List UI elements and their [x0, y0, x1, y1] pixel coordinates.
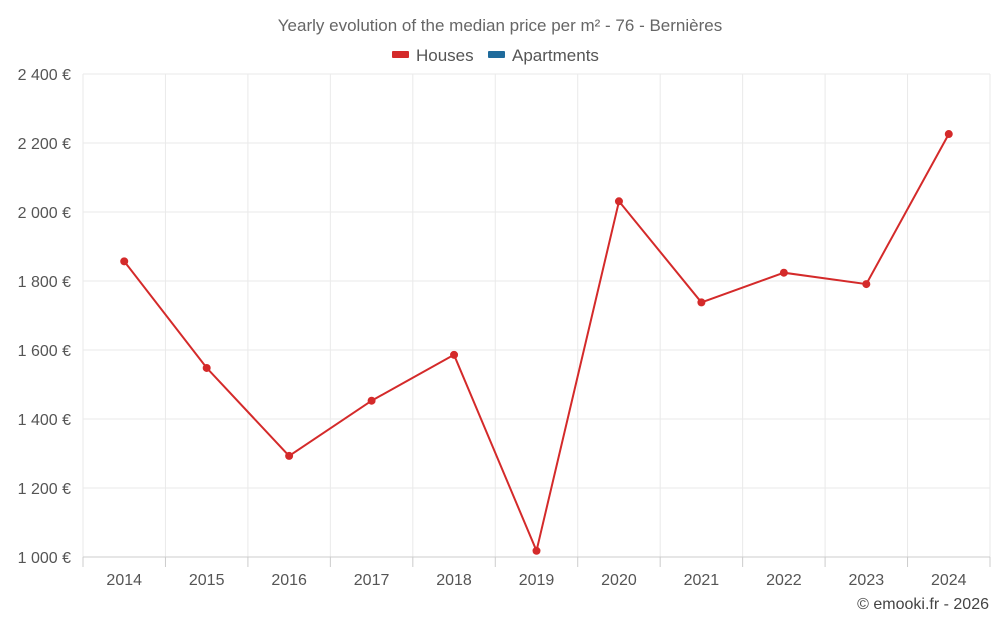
y-tick-label: 1 600 € [18, 343, 71, 360]
x-tick-label: 2023 [849, 572, 885, 589]
y-axis-ticks: 1 000 € 1 200 € 1 400 € 1 600 € 1 800 € 2 000… [18, 67, 71, 567]
data-point-houses[interactable] [202, 363, 211, 372]
data-point-houses[interactable] [779, 268, 788, 277]
y-tick-label: 1 400 € [18, 412, 71, 429]
series-points-houses [120, 130, 953, 555]
x-tick-label: 2022 [766, 572, 802, 589]
x-tick-label: 2019 [519, 572, 555, 589]
data-point-houses[interactable] [614, 197, 623, 206]
x-tick-label: 2020 [601, 572, 637, 589]
legend-swatch-apartments [488, 51, 505, 58]
x-tick-label: 2021 [684, 572, 720, 589]
data-point-houses[interactable] [944, 130, 953, 139]
grid [82, 73, 991, 567]
y-tick-label: 1 200 € [18, 481, 71, 498]
x-tick-label: 2024 [931, 572, 967, 589]
y-tick-label: 2 000 € [18, 205, 71, 222]
data-point-houses[interactable] [532, 546, 541, 555]
legend-label-houses: Houses [416, 46, 474, 65]
chart-title: Yearly evolution of the median price per… [278, 16, 722, 35]
data-point-houses[interactable] [120, 257, 129, 266]
x-tick-label: 2018 [436, 572, 472, 589]
y-tick-label: 2 400 € [18, 67, 71, 84]
legend-swatch-houses [392, 51, 409, 58]
x-axis-ticks: 2014 2015 2016 2017 2018 2019 2020 2021 2022 2023… [106, 572, 966, 589]
x-tick-label: 2016 [271, 572, 307, 589]
data-point-houses[interactable] [450, 350, 459, 359]
y-tick-label: 1 800 € [18, 274, 71, 291]
x-tick-label: 2014 [106, 572, 142, 589]
y-tick-label: 2 200 € [18, 136, 71, 153]
credit-text: © emooki.fr - 2026 [857, 596, 989, 613]
x-tick-label: 2015 [189, 572, 225, 589]
legend-label-apartments: Apartments [512, 46, 599, 65]
legend[interactable]: Houses Apartments [392, 46, 599, 65]
data-point-houses[interactable] [697, 298, 706, 307]
data-point-houses[interactable] [285, 451, 294, 460]
legend-item-apartments[interactable]: Apartments [488, 46, 599, 65]
data-point-houses[interactable] [367, 396, 376, 405]
x-tick-label: 2017 [354, 572, 390, 589]
data-point-houses[interactable] [862, 280, 871, 289]
y-tick-label: 1 000 € [18, 550, 71, 567]
legend-item-houses[interactable]: Houses [392, 46, 474, 65]
